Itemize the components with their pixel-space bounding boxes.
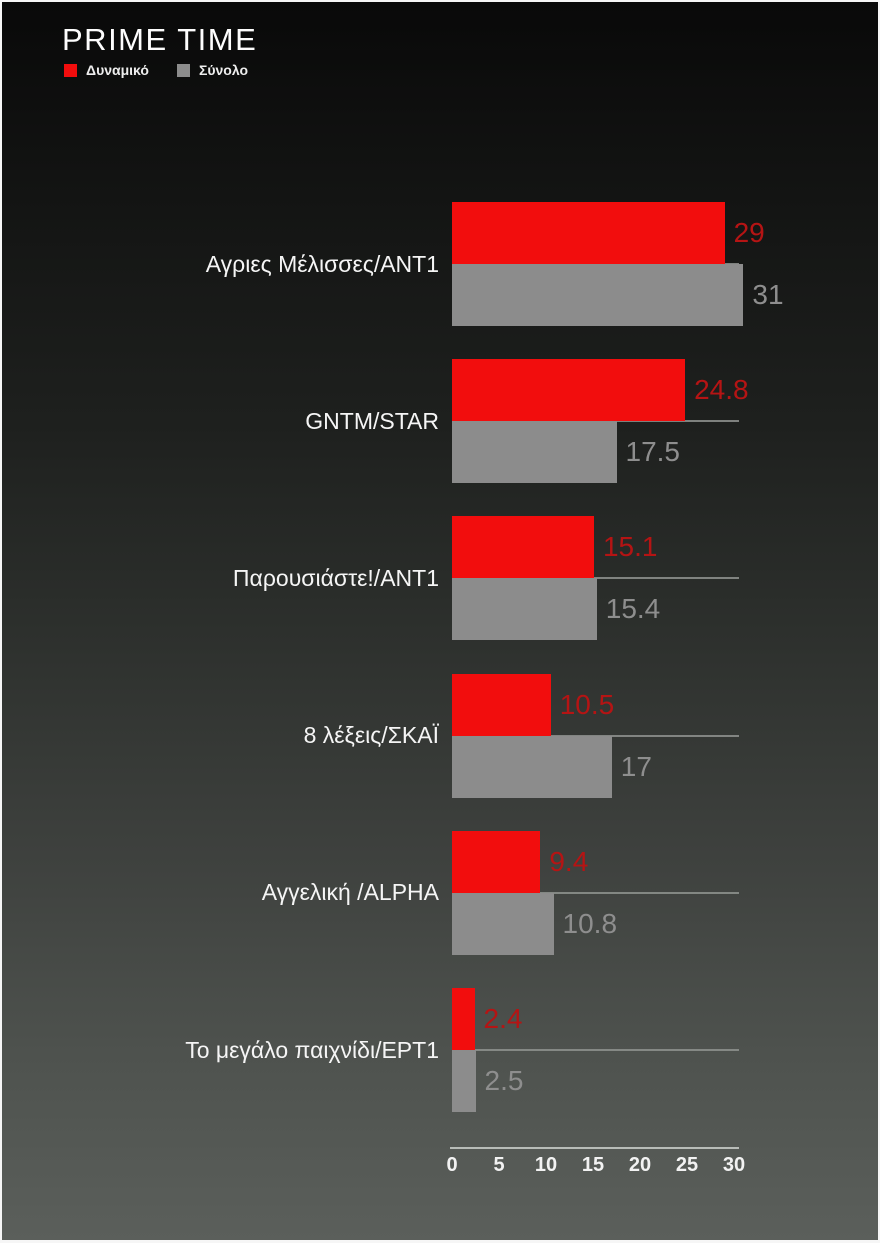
synolo-value-label: 17: [620, 750, 652, 782]
category-label: Το μεγάλο παιχνίδι/ΕΡΤ1: [185, 1036, 439, 1063]
legend-label-dynamiko: Δυναμικό: [86, 62, 149, 78]
synolo-bar: [452, 1050, 476, 1112]
legend-label-synolo: Σύνολο: [198, 62, 249, 78]
dynamiko-value-label: 9.4: [549, 845, 589, 877]
x-tick-label: 30: [722, 1154, 746, 1176]
synolo-bar: [452, 421, 617, 484]
synolo-value-label: 15.4: [605, 593, 661, 625]
x-tick-label: 10: [534, 1154, 558, 1176]
dynamiko-bar: [452, 830, 541, 893]
dynamiko-value-label: 2.4: [483, 1003, 523, 1034]
category-label: GNTM/STAR: [305, 407, 439, 434]
x-tick-label: 0: [446, 1154, 458, 1176]
category-baseline: [452, 1049, 739, 1051]
category-baseline: [452, 891, 739, 894]
legend: Δυναμικό Σύνολο: [64, 62, 276, 78]
dynamiko-value-label: 10.5: [559, 688, 615, 720]
dynamiko-bar: [452, 988, 475, 1050]
synolo-bar: [452, 735, 612, 798]
category-label: 8 λέξεις/ΣΚΑΪ: [303, 722, 439, 749]
category-label: Αγγελική /ALPHA: [261, 879, 439, 906]
dynamiko-swatch-icon: [64, 63, 77, 77]
legend-item-synolo: Σύνολο: [176, 62, 249, 78]
dynamiko-bar: [452, 359, 686, 422]
legend-item-dynamiko: Δυναμικό: [64, 62, 149, 78]
dynamiko-bar: [452, 202, 725, 264]
dynamiko-value-label: 24.8: [694, 374, 749, 406]
x-tick-label: 5: [493, 1154, 505, 1176]
synolo-value-label: 2.5: [484, 1065, 524, 1096]
x-tick-label: 25: [675, 1154, 699, 1176]
synolo-bar: [452, 264, 744, 326]
synolo-value-label: 10.8: [562, 907, 618, 939]
synolo-value-label: 17.5: [625, 436, 681, 468]
chart-title: PRIME TIME: [62, 22, 258, 57]
x-tick-label: 20: [628, 1154, 652, 1176]
x-axis-line: [450, 1147, 739, 1149]
synolo-bar: [452, 892, 554, 955]
dynamiko-value-label: 15.1: [602, 531, 658, 563]
dynamiko-value-label: 29: [733, 217, 765, 248]
x-tick-label: 15: [581, 1154, 605, 1176]
synolo-value-label: 31: [752, 279, 784, 310]
dynamiko-bar: [452, 673, 551, 736]
dynamiko-bar: [452, 516, 594, 579]
synolo-swatch-icon: [176, 63, 190, 77]
category-label: Αγριες Μέλισσες/ΑΝΤ1: [205, 250, 439, 277]
category-label: Παρουσιάστε!/ΑΝΤ1: [232, 564, 439, 591]
synolo-bar: [452, 578, 597, 641]
